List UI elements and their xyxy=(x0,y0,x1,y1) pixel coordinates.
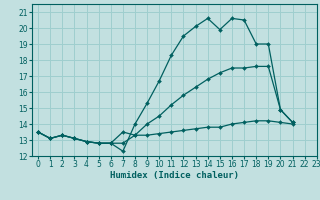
X-axis label: Humidex (Indice chaleur): Humidex (Indice chaleur) xyxy=(110,171,239,180)
